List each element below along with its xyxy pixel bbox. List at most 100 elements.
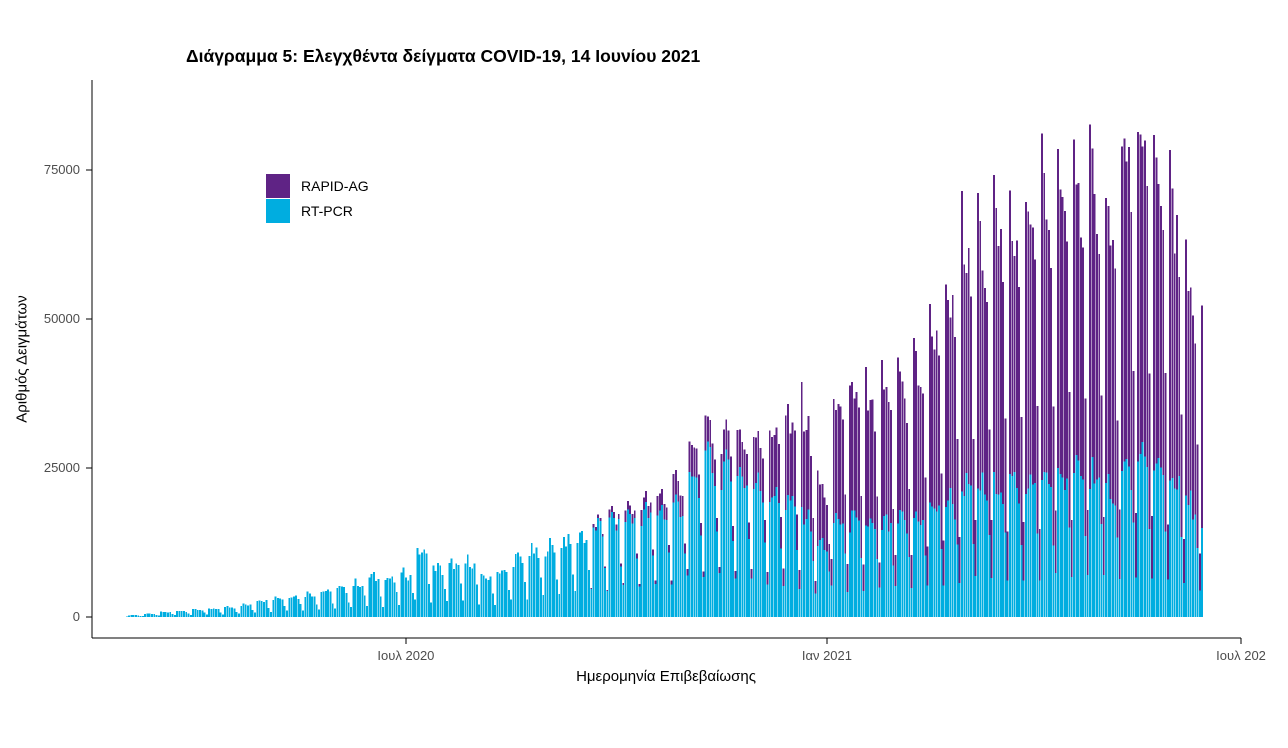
bar-rt-pcr [272,599,275,617]
bar-rt-pcr [359,586,362,617]
bar-rt-pcr [803,524,805,617]
bar-rt-pcr [1182,582,1185,617]
bar-rt-pcr [997,494,1000,617]
bar-rt-pcr [224,607,227,617]
bar-rt-pcr [187,613,190,617]
bar-rt-pcr [617,518,620,617]
bar-rapid-ag [874,431,876,529]
bar-rapid-ag [757,430,760,473]
bar-rt-pcr [1171,478,1174,617]
bar-rt-pcr [759,490,762,617]
bar-rt-pcr [352,586,355,617]
bar-rapid-ag [1025,201,1027,494]
bar-rt-pcr [151,614,153,617]
bar-rt-pcr [318,609,320,617]
bar-rapid-ag [944,284,947,508]
bar-rt-pcr [892,565,895,617]
bar-rapid-ag [1116,420,1119,538]
bar-rapid-ag [761,458,764,503]
bar-rt-pcr [965,473,968,617]
bar-rt-pcr [954,519,957,617]
bar-rapid-ag [704,415,707,451]
bar-rt-pcr [574,591,577,617]
bar-rt-pcr [885,514,888,617]
bar-rapid-ag [869,400,872,519]
bar-rapid-ag [800,381,803,508]
bar-rt-pcr [128,615,131,617]
bar-rapid-ag [1173,253,1176,489]
bar-rt-pcr [841,523,844,617]
bar-rt-pcr [418,554,421,617]
bar-rt-pcr [734,578,737,617]
bar-rapid-ag [947,299,950,501]
bar-rt-pcr [562,536,565,617]
bar-rt-pcr [915,511,918,617]
bar-rt-pcr [972,544,975,617]
bar-rapid-ag [661,488,664,505]
bar-rapid-ag [633,510,636,519]
bar-rapid-ag [995,207,998,494]
bar-rt-pcr [896,523,899,617]
bar-rt-pcr [297,598,300,617]
bar-rt-pcr [1036,533,1039,617]
bar-rapid-ag [636,553,638,559]
bar-rapid-ag [617,513,620,519]
bar-rapid-ag [720,454,723,491]
bar-rt-pcr [636,558,638,617]
bar-rt-pcr [910,587,913,617]
bar-rapid-ag [1098,254,1101,478]
bar-rt-pcr [697,497,700,617]
bar-rapid-ag [791,422,794,497]
bar-rapid-ag [1160,206,1162,468]
bar-rt-pcr [1127,466,1130,617]
bar-rt-pcr [771,497,773,617]
bar-rt-pcr [201,610,204,617]
bar-rapid-ag [716,517,719,532]
bar-rt-pcr [622,584,625,617]
bar-rapid-ag [647,505,650,519]
bar-rt-pcr [711,473,714,617]
bar-rt-pcr [439,565,442,617]
bar-rt-pcr [391,576,394,617]
bar-rapid-ag [855,392,858,518]
bar-rt-pcr [164,611,167,617]
bar-rt-pcr [482,575,485,617]
bar-rapid-ag [759,447,762,491]
bar-rapid-ag [1107,205,1110,475]
bar-rapid-ag [1114,268,1117,506]
bar-rt-pcr [340,586,343,617]
bar-rt-pcr [661,504,664,617]
bar-rt-pcr [1052,545,1055,617]
bar-rapid-ag [896,357,899,524]
bar-rapid-ag [1150,515,1153,579]
bar-rapid-ag [1189,287,1192,491]
bar-rt-pcr [139,616,142,617]
bar-rt-pcr [199,609,201,617]
bar-rt-pcr [750,578,753,617]
bar-rt-pcr [530,543,533,617]
bar-rt-pcr [862,591,865,617]
bar-rt-pcr [402,567,405,617]
bar-rapid-ag [649,502,652,513]
bar-rt-pcr [539,577,542,617]
bar-rt-pcr [812,560,815,617]
bar-rt-pcr [906,533,908,617]
bar-rt-pcr [217,608,220,617]
bar-rapid-ag [990,520,993,578]
bar-rt-pcr [878,587,881,617]
bar-rt-pcr [679,516,682,617]
bar-rapid-ag [1061,197,1064,478]
bar-rt-pcr [551,544,554,617]
bar-rapid-ag [901,381,904,512]
bar-rt-pcr [1089,489,1091,617]
bar-rapid-ag [1073,139,1075,473]
bar-rt-pcr [741,476,744,617]
bar-rapid-ag [823,497,826,551]
bar-rapid-ag [752,437,755,490]
bar-rapid-ag [592,524,595,528]
bar-rt-pcr [633,518,636,617]
bar-rt-pcr [702,577,705,617]
bar-rt-pcr [253,612,256,617]
bar-rapid-ag [887,402,890,532]
bar-rt-pcr [283,605,286,617]
